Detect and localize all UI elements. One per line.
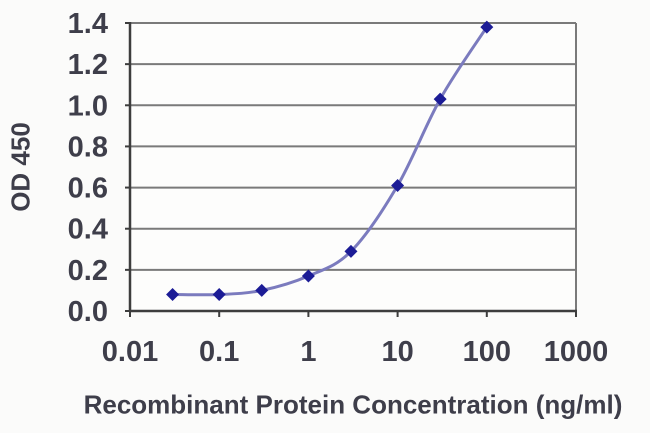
x-tick-label: 0.01 <box>102 336 158 368</box>
y-tick-label: 0.6 <box>68 173 108 205</box>
y-tick-label: 0.2 <box>68 255 108 287</box>
plot-area <box>130 23 576 311</box>
y-tick-label: 1.0 <box>68 90 108 122</box>
data-point-marker <box>166 288 180 302</box>
y-axis-title: OD 450 <box>5 122 36 212</box>
x-tick-label: 100 <box>463 336 511 368</box>
x-tick-label: 1000 <box>544 336 609 368</box>
y-tick-label: 0.4 <box>68 214 108 246</box>
data-point-marker <box>391 179 405 193</box>
y-tick-label: 1.4 <box>68 8 108 40</box>
data-point-marker <box>344 244 358 258</box>
x-tick-label: 0.1 <box>199 336 239 368</box>
y-tick-label: 1.2 <box>68 49 108 81</box>
y-tick-label: 0.0 <box>68 296 108 328</box>
data-point-marker <box>212 288 226 302</box>
y-tick-label: 0.8 <box>68 131 108 163</box>
data-point-marker <box>433 92 447 106</box>
data-point-marker <box>255 283 269 297</box>
x-tick-label: 10 <box>381 336 413 368</box>
x-axis-title: Recombinant Protein Concentration (ng/ml… <box>83 389 623 420</box>
data-point-marker <box>301 269 315 283</box>
x-tick-label: 1 <box>300 336 316 368</box>
data-point-marker <box>480 20 494 34</box>
